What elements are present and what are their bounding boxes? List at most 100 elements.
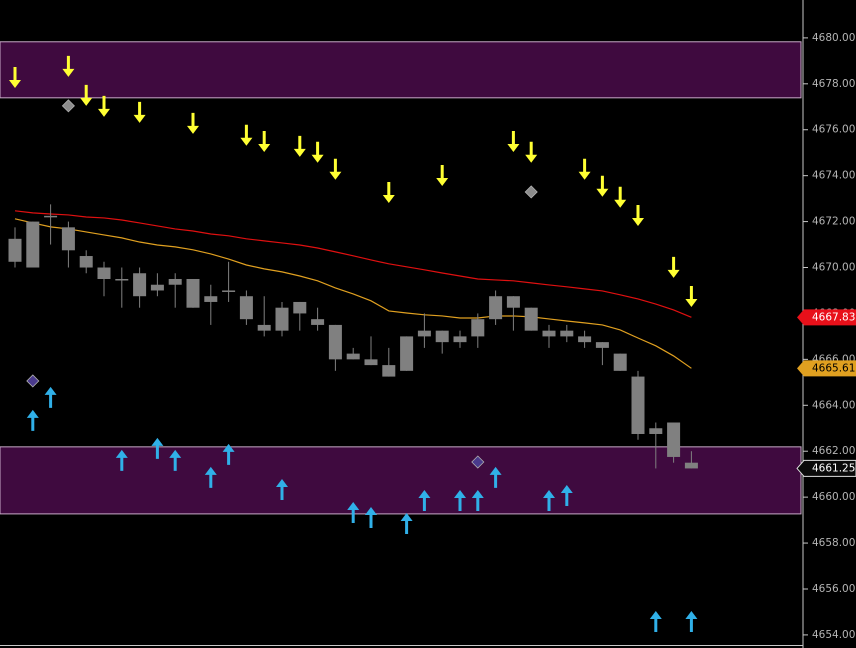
- up-arrow-marker: [365, 507, 377, 529]
- candle-body: [275, 307, 289, 331]
- candle-body: [542, 330, 556, 337]
- candle-body: [257, 324, 271, 331]
- candle-body: [61, 227, 75, 251]
- y-tick-label: 4662.00: [812, 445, 855, 457]
- down-arrow-marker: [80, 84, 93, 106]
- up-arrow-marker: [471, 490, 484, 512]
- down-arrow-marker: [632, 204, 644, 226]
- candle-body: [26, 221, 40, 268]
- candle-body: [8, 238, 22, 262]
- y-tick-label: 4654.00: [812, 629, 855, 641]
- moving-average-line: [14, 218, 692, 369]
- down-arrow-marker: [9, 66, 21, 88]
- candle-body: [417, 330, 431, 337]
- candle-body: [649, 428, 663, 434]
- candle-body: [578, 336, 592, 343]
- candle-body: [684, 462, 698, 469]
- down-arrow-marker: [525, 141, 538, 163]
- up-arrow-marker: [204, 466, 217, 488]
- down-arrow-marker: [507, 131, 520, 153]
- candle-body: [204, 296, 218, 302]
- up-arrow-marker: [685, 611, 698, 633]
- candle-body: [667, 422, 681, 457]
- down-arrow-marker: [596, 175, 609, 197]
- diamond-marker: [61, 99, 75, 113]
- moving-average-line: [14, 210, 692, 318]
- down-arrow-marker: [311, 141, 324, 163]
- down-arrow-marker: [382, 181, 395, 203]
- up-arrow-marker: [276, 478, 288, 500]
- down-arrow-marker: [329, 158, 342, 180]
- candle-body: [364, 359, 378, 366]
- up-arrow-marker: [26, 409, 39, 431]
- down-arrow-marker: [133, 101, 146, 123]
- candle-body: [524, 307, 538, 331]
- candle-body: [631, 376, 645, 434]
- up-arrow-marker: [222, 443, 235, 465]
- up-arrow-marker: [489, 466, 502, 488]
- up-arrow-marker: [400, 512, 413, 534]
- down-arrow-marker: [667, 256, 680, 278]
- candle-body: [311, 319, 325, 325]
- zone-band: [0, 446, 802, 515]
- candle-body: [400, 336, 414, 371]
- down-arrow-marker: [98, 95, 110, 117]
- y-tick-label: 4660.00: [812, 491, 855, 503]
- up-arrow-marker: [418, 490, 431, 512]
- up-arrow-marker: [151, 437, 164, 459]
- candle-body: [222, 290, 236, 292]
- candle-body: [293, 301, 307, 314]
- y-tick-label: 4656.00: [812, 583, 855, 595]
- down-arrow-marker: [62, 55, 75, 77]
- down-arrow-marker: [578, 158, 591, 180]
- candle-body: [453, 336, 467, 343]
- candle-body: [328, 324, 342, 360]
- candle-body: [489, 296, 503, 320]
- down-arrow-marker: [685, 286, 698, 308]
- diamond-marker: [524, 185, 538, 199]
- price-tag-label: 4661.25: [812, 462, 855, 474]
- candle-body: [97, 267, 111, 279]
- candle-body: [239, 296, 253, 320]
- up-arrow-marker: [44, 386, 57, 408]
- candle-body: [150, 284, 164, 291]
- up-arrow-marker: [560, 484, 573, 506]
- y-tick-label: 4678.00: [812, 78, 855, 90]
- candle-body: [382, 365, 396, 377]
- candle-body: [44, 215, 58, 218]
- candle-body: [506, 296, 520, 308]
- down-arrow-marker: [240, 124, 253, 146]
- down-arrow-marker: [436, 164, 449, 186]
- price-tag: [796, 459, 856, 477]
- up-arrow-marker: [454, 490, 466, 512]
- price-tag: [797, 309, 856, 326]
- down-arrow-marker: [293, 135, 306, 157]
- candle-body: [346, 353, 360, 360]
- diamond-marker: [26, 374, 40, 388]
- up-arrow-marker: [169, 449, 182, 471]
- price-tag-label: 4665.61: [812, 362, 855, 374]
- y-tick-label: 4674.00: [812, 170, 855, 182]
- candle-body: [560, 330, 574, 337]
- candle-body: [435, 330, 449, 343]
- y-tick-label: 4670.00: [812, 262, 855, 274]
- candle-body: [115, 278, 129, 281]
- price-tag-label: 4667.83: [812, 311, 855, 323]
- down-arrow-marker: [614, 186, 627, 208]
- y-tick-label: 4664.00: [812, 399, 855, 411]
- up-arrow-marker: [649, 611, 662, 633]
- candle-body: [133, 273, 147, 297]
- diamond-marker: [471, 455, 485, 469]
- y-tick-label: 4680.00: [812, 32, 855, 44]
- up-arrow-marker: [543, 490, 555, 512]
- up-arrow-marker: [347, 501, 360, 523]
- down-arrow-marker: [258, 131, 271, 153]
- y-tick-label: 4676.00: [812, 124, 855, 136]
- candle-body: [613, 353, 627, 371]
- candle-body: [595, 342, 609, 348]
- price-tag: [797, 360, 856, 377]
- candle-body: [471, 319, 485, 337]
- y-tick-label: 4658.00: [812, 537, 855, 549]
- candle-body: [186, 278, 200, 308]
